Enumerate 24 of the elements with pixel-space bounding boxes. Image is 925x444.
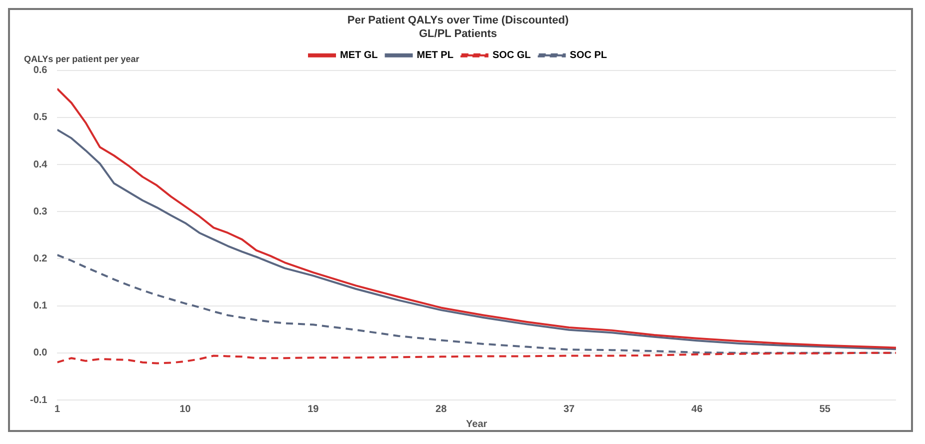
y-tick-label: 0.5 [33,112,48,124]
y-tick-label: 0.4 [33,159,48,170]
x-tick-label: 19 [308,404,320,415]
x-axis-title: Year [466,418,488,430]
legend-label: MET PL [416,50,454,62]
legend-label: MET GL [340,50,378,62]
chart-subtitle: GL/PL Patients [418,28,498,40]
y-tick-label: 0.0 [33,348,48,359]
x-tick-label: 37 [563,404,576,415]
chart-title: Per Patient QALYs over Time (Discounted) [347,14,569,27]
legend-label: SOC PL [570,50,608,62]
y-tick-label: 0.1 [33,300,48,312]
x-tick-label: 28 [436,404,448,415]
y-tick-label: 0.6 [33,65,48,76]
x-tick-label: 10 [180,404,192,415]
y-tick-label: -0.1 [30,394,48,406]
x-tick-label: 46 [691,404,703,415]
x-tick-label: 55 [819,404,831,415]
line-series [57,352,896,364]
y-axis-title: QALYs per patient per year [24,54,140,64]
legend-label: SOC GL [492,50,531,62]
y-tick-label: 0.3 [33,206,48,218]
x-tick-label: 1 [54,404,60,415]
y-tick-label: 0.2 [33,253,48,264]
